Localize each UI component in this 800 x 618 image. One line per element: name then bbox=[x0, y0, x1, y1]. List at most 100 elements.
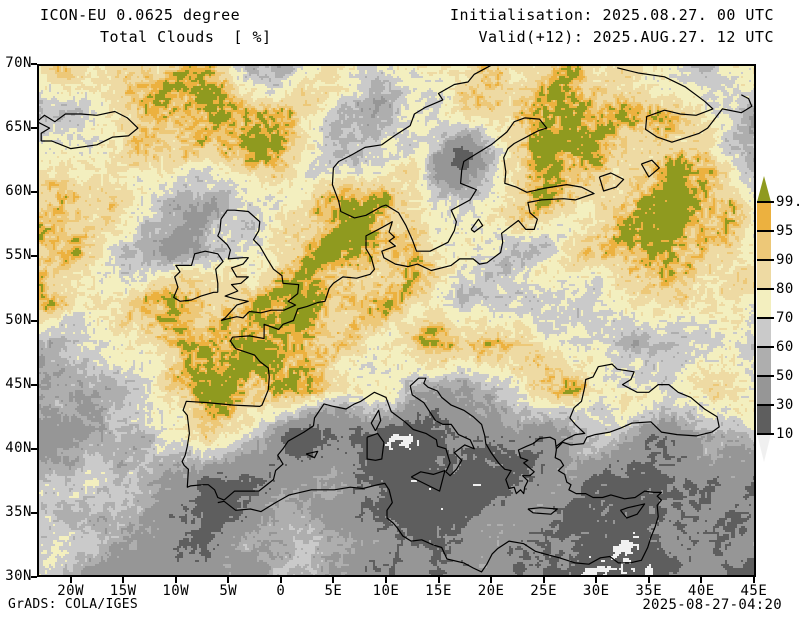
x-tick-label: 5E bbox=[324, 583, 343, 599]
y-axis-tick bbox=[31, 383, 37, 386]
colorbar-below-cap bbox=[757, 434, 771, 462]
colorbar-level-line bbox=[757, 404, 774, 406]
y-tick-label: 50N bbox=[5, 311, 32, 328]
coastline-uk bbox=[217, 209, 300, 322]
coastline-overlay bbox=[37, 64, 753, 573]
x-axis-tick bbox=[384, 577, 387, 583]
coastline-lake_onega bbox=[640, 159, 660, 178]
y-axis-tick bbox=[31, 63, 37, 65]
colorbar-level-line bbox=[757, 433, 774, 435]
colorbar-level-line bbox=[757, 259, 774, 261]
colorbar-level-label: 80 bbox=[776, 281, 794, 297]
cloud-cover-heatmap bbox=[37, 64, 756, 577]
colorbar-level-label: 50 bbox=[776, 368, 794, 384]
x-axis-tick bbox=[542, 577, 545, 583]
y-tick-label: 60N bbox=[5, 183, 32, 200]
y-tick-label: 35N bbox=[5, 503, 32, 520]
colorbar-level-line bbox=[757, 201, 774, 203]
colorbar-segment bbox=[757, 376, 771, 405]
y-axis-tick bbox=[31, 576, 37, 578]
coastline-ireland bbox=[173, 250, 224, 302]
colorbar-level-label: 90 bbox=[776, 252, 794, 268]
y-axis-tick bbox=[31, 319, 37, 322]
y-tick-label: 30N bbox=[5, 568, 32, 584]
colorbar-segment bbox=[757, 231, 771, 260]
colorbar-level-label: 60 bbox=[776, 339, 794, 355]
coastline-sicily bbox=[410, 470, 446, 492]
x-axis-tick bbox=[700, 577, 703, 583]
y-tick-label: 45N bbox=[5, 375, 32, 392]
colorbar-segment bbox=[757, 347, 771, 376]
coastline-mallorca bbox=[305, 450, 319, 459]
colorbar-level-line bbox=[757, 375, 774, 377]
colorbar-level-line bbox=[757, 230, 774, 232]
x-tick-label: 20W bbox=[57, 583, 85, 599]
grads-credit: GrADS: COLA/IGES bbox=[8, 597, 139, 612]
x-tick-label: 0 bbox=[276, 583, 286, 599]
render-timestamp: 2025-08-27-04:20 bbox=[642, 597, 782, 613]
coastline-mediterranean_north bbox=[223, 377, 557, 501]
y-axis-tick bbox=[31, 127, 37, 130]
colorbar-segment bbox=[757, 260, 771, 289]
colorbar-legend: 99.5 95 90 80 70 60 50 30 10 bbox=[757, 176, 800, 462]
x-axis-tick bbox=[752, 577, 755, 583]
x-axis-tick bbox=[227, 577, 230, 583]
x-axis-tick bbox=[279, 577, 282, 583]
x-tick-label: 10W bbox=[162, 583, 190, 599]
coastline-crete bbox=[527, 507, 558, 515]
coastline-iceland bbox=[37, 110, 139, 150]
x-tick-label: 40E bbox=[687, 583, 715, 599]
colorbar-level-label: 95 bbox=[776, 223, 794, 239]
colorbar-segment bbox=[757, 405, 771, 434]
y-axis-tick bbox=[31, 447, 37, 450]
colorbar-level-line bbox=[757, 346, 774, 348]
colorbar-segment bbox=[757, 202, 771, 231]
y-tick-label: 65N bbox=[5, 119, 32, 136]
x-axis-tick bbox=[490, 577, 493, 583]
coastline-africa_levant bbox=[217, 448, 662, 573]
x-tick-label: 25E bbox=[530, 583, 558, 599]
colorbar-scale bbox=[757, 176, 774, 462]
colorbar-level-label: 30 bbox=[776, 397, 794, 413]
colorbar-level-label: 99.5 bbox=[776, 194, 800, 210]
coastline-cyprus bbox=[619, 503, 646, 519]
x-tick-label: 35E bbox=[635, 583, 663, 599]
init-time-label: Initialisation: 2025.08.27. 00 UTC bbox=[449, 6, 774, 24]
coastline-lake_ladoga bbox=[598, 172, 625, 192]
x-axis-tick bbox=[647, 577, 650, 583]
y-tick-label: 55N bbox=[5, 247, 32, 264]
x-tick-label: 30E bbox=[582, 583, 610, 599]
colorbar-level-line bbox=[757, 288, 774, 290]
y-axis-tick bbox=[31, 191, 37, 194]
valid-time-label: Valid(+12): 2025.AUG.27. 12 UTC bbox=[478, 28, 774, 46]
colorbar-level-label: 10 bbox=[776, 426, 794, 442]
y-tick-label: 70N bbox=[5, 55, 32, 71]
colorbar-level-label: 70 bbox=[776, 310, 794, 326]
x-axis-tick bbox=[122, 577, 125, 583]
y-tick-label: 40N bbox=[5, 439, 32, 456]
y-axis-tick bbox=[31, 511, 37, 514]
x-tick-label: 15E bbox=[425, 583, 452, 599]
x-tick-label: 45E bbox=[740, 583, 768, 599]
x-axis-tick bbox=[174, 577, 177, 583]
colorbar-segment bbox=[757, 289, 771, 318]
coastline-sardinia bbox=[366, 432, 385, 461]
colorbar-segment bbox=[757, 318, 771, 347]
coastline-corsica bbox=[370, 409, 382, 432]
coastline-atlantic_europe bbox=[181, 64, 595, 501]
y-axis-tick bbox=[31, 255, 37, 258]
x-axis-tick bbox=[332, 577, 335, 583]
x-tick-label: 10E bbox=[372, 583, 400, 599]
colorbar-above-cap bbox=[757, 176, 771, 202]
forecast-map bbox=[37, 64, 756, 577]
coastline-gotland bbox=[470, 218, 484, 233]
model-title: ICON-EU 0.0625 degree bbox=[40, 6, 241, 24]
x-tick-label: 5W bbox=[219, 583, 238, 599]
x-axis-tick bbox=[437, 577, 440, 583]
x-tick-label: 20E bbox=[477, 583, 505, 599]
colorbar-level-line bbox=[757, 317, 774, 319]
x-axis-tick bbox=[595, 577, 598, 583]
variable-title: Total Clouds [ %] bbox=[100, 28, 272, 46]
coastline-white_sea bbox=[617, 67, 753, 143]
